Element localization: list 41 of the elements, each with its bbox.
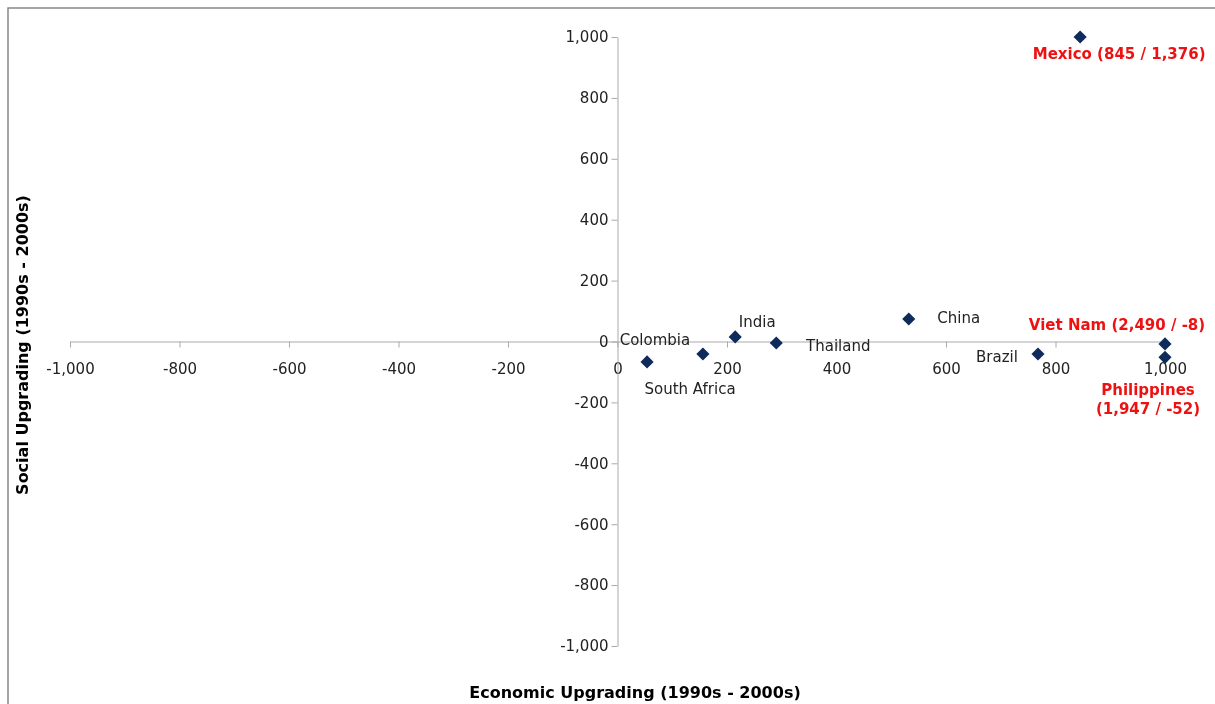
y-tick-label: 200 xyxy=(579,271,609,290)
point xyxy=(902,312,916,326)
x-tick-label: 800 xyxy=(1041,360,1071,379)
x-tick-label: -600 xyxy=(272,360,307,379)
x-tick-label: 200 xyxy=(713,360,742,379)
annotation: Mexico (845 / 1,376) xyxy=(1032,45,1206,63)
y-tick-label: 400 xyxy=(579,211,609,229)
x-tick-label: 1,000 xyxy=(1144,360,1187,379)
point xyxy=(1073,30,1087,44)
y-tick-label: 1,000 xyxy=(565,28,609,47)
point xyxy=(769,336,783,350)
annotation: Thailand xyxy=(805,337,871,356)
x-tick-label: -800 xyxy=(162,360,198,379)
x-tick-label: 400 xyxy=(822,360,852,379)
annotation: Viet Nam (2,490 / -8) xyxy=(1028,315,1206,334)
x-tick-label: -200 xyxy=(491,360,526,379)
y-tick-label: -800 xyxy=(574,576,609,595)
point xyxy=(728,330,742,344)
y-tick-label: -200 xyxy=(574,393,609,412)
y-tick-label: -600 xyxy=(574,515,609,534)
point xyxy=(1031,347,1045,361)
annotation: India xyxy=(738,312,776,331)
y-tick-label: 600 xyxy=(579,150,609,169)
point xyxy=(696,347,710,361)
y-tick-label: 0 xyxy=(598,332,609,351)
y-tick-label: 800 xyxy=(579,89,609,108)
x-tick-label: 600 xyxy=(932,360,961,379)
y-axis-title: Social Upgrading (1990s - 2000s) xyxy=(13,195,32,495)
point xyxy=(1158,337,1172,351)
annotation: Brazil xyxy=(976,347,1018,366)
x-tick-label: 0 xyxy=(613,360,623,379)
x-tick-label: -1,000 xyxy=(46,360,95,379)
annotation: China xyxy=(937,308,981,327)
x-axis-title: Economic Upgrading (1990s - 2000s) xyxy=(469,683,801,702)
point xyxy=(640,355,654,369)
annotation: South Africa xyxy=(644,379,736,398)
annotation: Colombia xyxy=(619,330,691,349)
x-tick-label: -400 xyxy=(381,360,417,379)
y-tick-label: -1,000 xyxy=(560,637,609,656)
y-tick-label: -400 xyxy=(574,454,609,473)
annotation: Philippines (1,947 / -52) xyxy=(1095,381,1201,419)
